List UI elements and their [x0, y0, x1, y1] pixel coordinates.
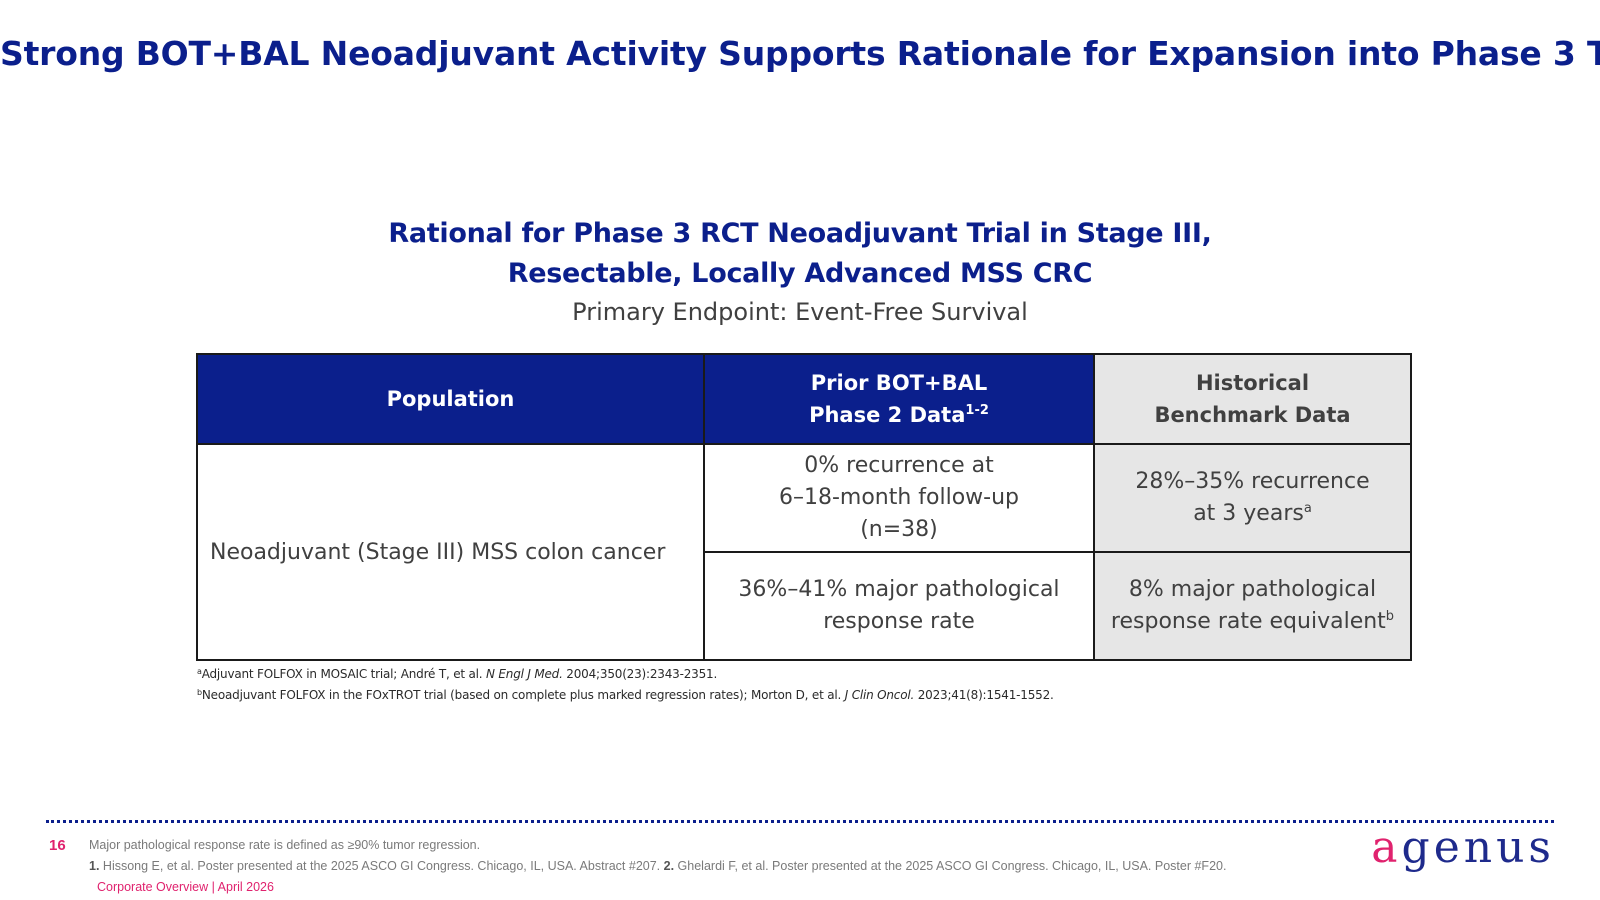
- table-row: Neoadjuvant (Stage III) MSS colon cancer…: [196, 443, 1412, 661]
- prior-recurrence-line3: (n=38): [860, 517, 938, 542]
- header-historical: Historical Benchmark Data: [1093, 353, 1412, 445]
- comparison-table: Population Prior BOT+BAL Phase 2 Data1-2…: [196, 353, 1412, 661]
- table-note-b-journal: J Clin Oncol.: [844, 688, 915, 702]
- table-note-a-journal: N Engl J Med.: [486, 667, 563, 681]
- header-prior-line2: Phase 2 Data: [809, 403, 966, 427]
- ref1-number: 1.: [89, 859, 100, 873]
- table-note-b-text: Neoadjuvant FOLFOX in the FOxTROT trial …: [201, 688, 845, 702]
- historical-response-line2: response rate equivalent: [1110, 609, 1386, 634]
- historical-recurrence-line2: at 3 years: [1193, 501, 1304, 526]
- subheading-line1: Rational for Phase 3 RCT Neoadjuvant Tri…: [388, 218, 1212, 249]
- table-note-a: aAdjuvant FOLFOX in MOSAIC trial; André …: [197, 667, 717, 681]
- table-note-a-cite: 2004;350(23):2343-2351.: [562, 667, 718, 681]
- agenus-logo: agenus: [1371, 822, 1555, 873]
- table-row: 36%–41% major pathological response rate…: [197, 551, 1412, 661]
- slide-title: Strong BOT+BAL Neoadjuvant Activity Supp…: [0, 34, 1600, 73]
- footnote-marker-a: a: [1303, 501, 1312, 516]
- historical-recurrence-line1: 28%–35% recurrence: [1135, 469, 1370, 494]
- table-note-a-marker: a: [197, 667, 202, 676]
- header-prior-sup: 1-2: [965, 403, 989, 418]
- footer-definition: Major pathological response rate is defi…: [89, 838, 481, 852]
- prior-recurrence-line1: 0% recurrence at: [804, 453, 994, 478]
- header-historical-line1: Historical: [1195, 371, 1310, 395]
- ref2-number: 2.: [663, 859, 675, 873]
- subheading-line2: Resectable, Locally Advanced MSS CRC: [507, 258, 1093, 289]
- footnote-marker-b: b: [1385, 609, 1395, 624]
- ref2-text: Ghelardi F, et al. Poster presented at t…: [674, 859, 1227, 873]
- table-header-row: Population Prior BOT+BAL Phase 2 Data1-2…: [196, 353, 1412, 445]
- page-number: 16: [49, 837, 66, 854]
- header-population: Population: [196, 353, 705, 445]
- historical-response-cell: 8% major pathological response rate equi…: [1093, 551, 1412, 661]
- prior-response-cell: 36%–41% major pathological response rate: [703, 551, 1095, 661]
- header-prior-line1: Prior BOT+BAL: [810, 371, 988, 395]
- logo-first-letter: a: [1371, 822, 1402, 873]
- prior-response-line1: 36%–41% major pathological: [738, 577, 1060, 602]
- footer-references: 1. Hissong E, et al. Poster presented at…: [89, 859, 1226, 873]
- logo-rest: genus: [1401, 822, 1555, 873]
- deck-label: Corporate Overview | April 2026: [97, 880, 274, 894]
- table-note-a-text: Adjuvant FOLFOX in MOSAIC trial; André T…: [201, 667, 487, 681]
- population-label: Neoadjuvant (Stage III) MSS colon cancer: [210, 539, 666, 565]
- table-note-b-cite: 2023;41(8):1541-1552.: [914, 688, 1054, 702]
- historical-response-line1: 8% major pathological: [1128, 577, 1377, 602]
- footer-divider: [46, 820, 1554, 823]
- population-cell: Neoadjuvant (Stage III) MSS colon cancer: [196, 443, 705, 661]
- prior-recurrence-line2: 6–18-month follow-up: [778, 485, 1020, 510]
- header-prior-data: Prior BOT+BAL Phase 2 Data1-2: [703, 353, 1095, 445]
- prior-recurrence-cell: 0% recurrence at 6–18-month follow-up (n…: [703, 443, 1095, 553]
- header-population-label: Population: [386, 387, 515, 411]
- primary-endpoint: Primary Endpoint: Event-Free Survival: [572, 298, 1028, 326]
- table-note-b: bNeoadjuvant FOLFOX in the FOxTROT trial…: [197, 688, 1054, 702]
- table-note-b-marker: b: [197, 688, 202, 697]
- ref1-text: Hissong E, et al. Poster presented at th…: [99, 859, 664, 873]
- historical-recurrence-cell: 28%–35% recurrence at 3 yearsa: [1093, 443, 1412, 553]
- header-historical-line2: Benchmark Data: [1154, 403, 1351, 427]
- prior-response-line2: response rate: [823, 609, 975, 634]
